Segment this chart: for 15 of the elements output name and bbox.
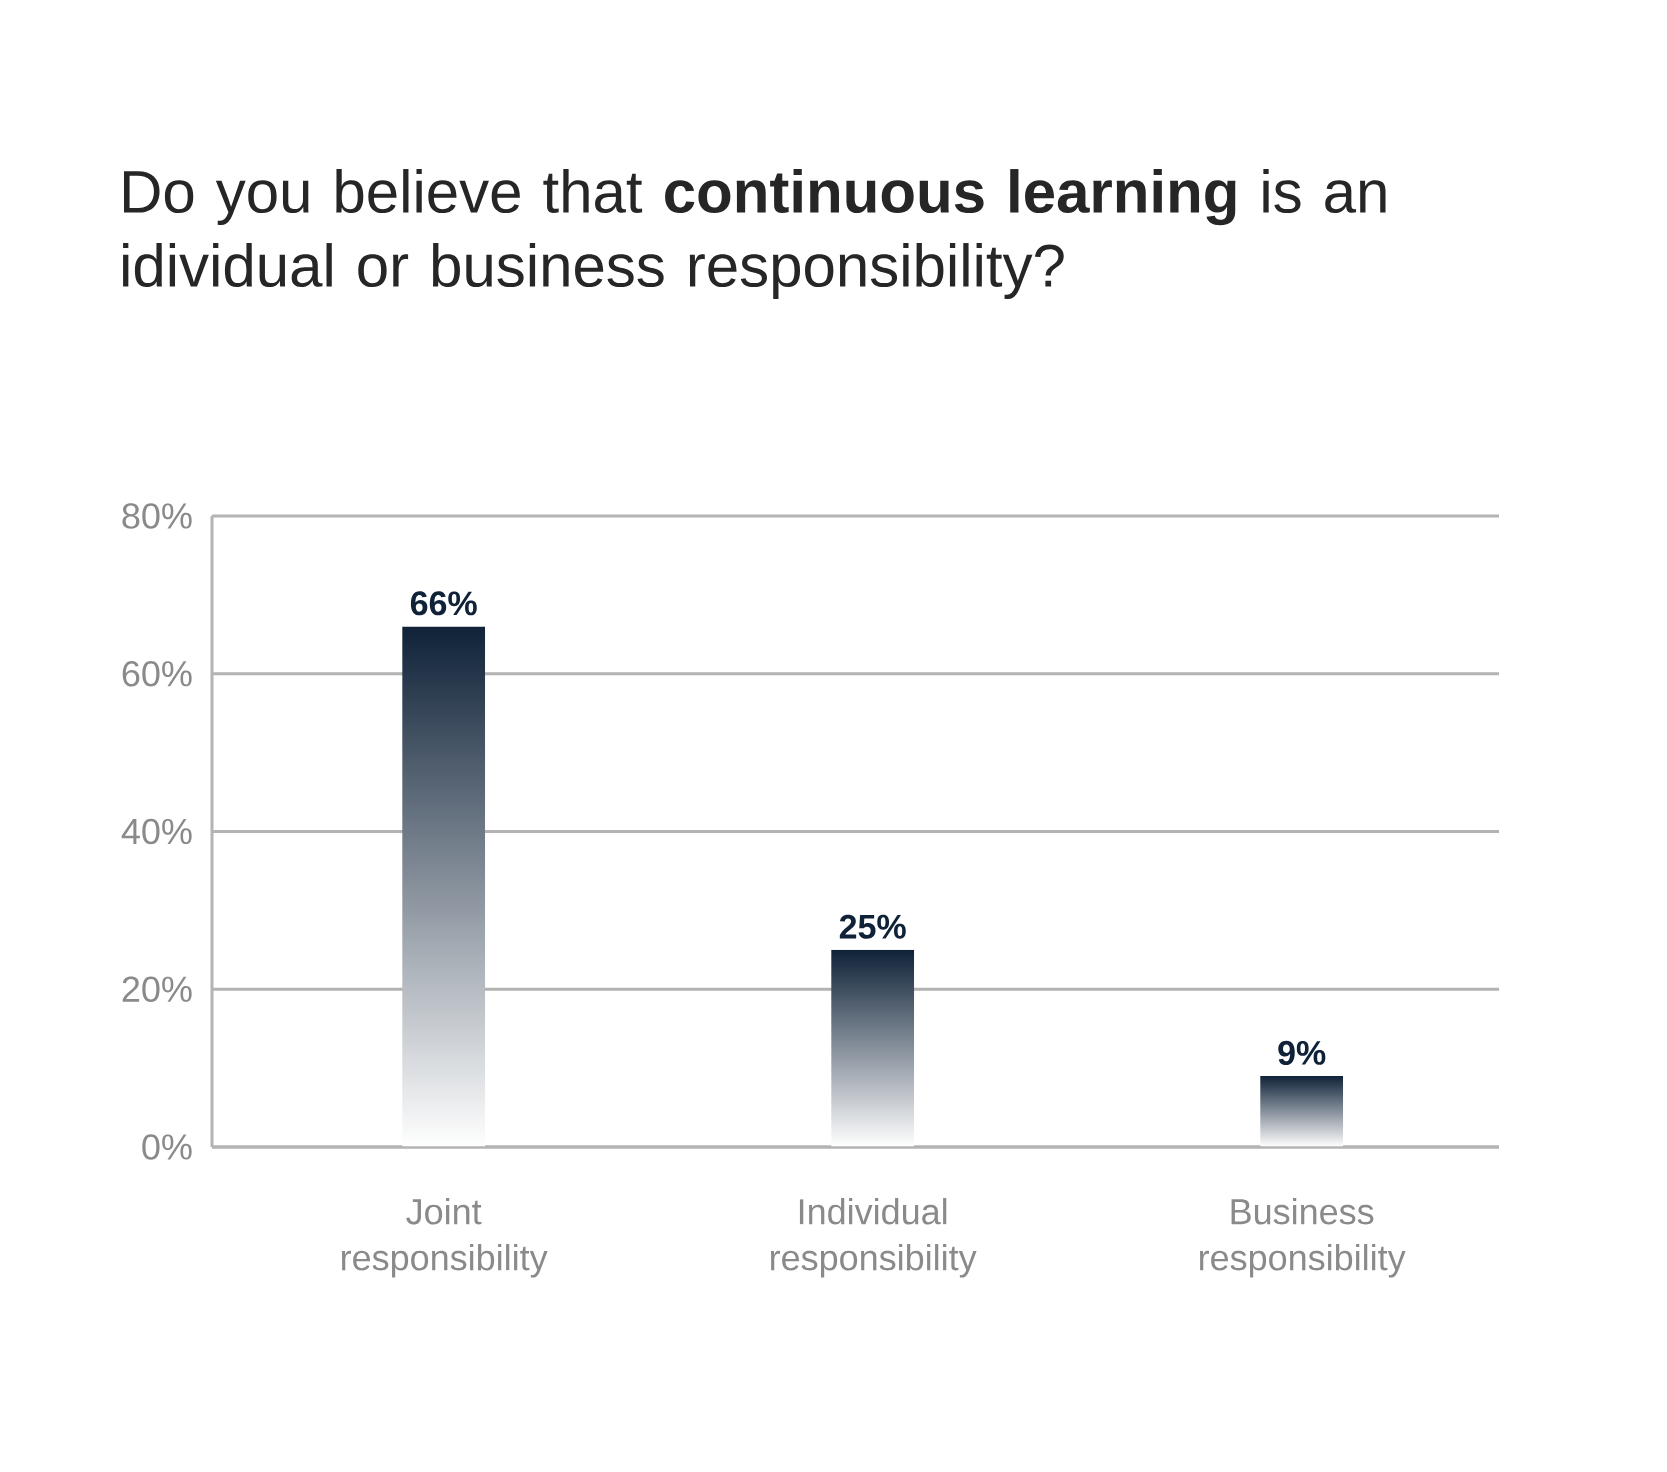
bar (1260, 1076, 1344, 1147)
x-tick-label: Individual responsibility (771, 1198, 977, 1278)
chart-title: Do you believe that continuous learning is an idividual or business responsibility? (123, 169, 1386, 299)
x-tick-label: Business responsibility (1200, 1198, 1406, 1278)
y-tick-label: 0% (142, 1134, 192, 1160)
y-tick-label: 60% (122, 660, 192, 687)
y-tick-label: 80% (122, 503, 192, 529)
data-label: 66% (410, 591, 477, 616)
bar (402, 626, 486, 1147)
data-label: 9% (1278, 1040, 1326, 1065)
data-label: 25% (839, 914, 906, 939)
x-tick-label: Joint responsibility (342, 1198, 548, 1278)
bar (831, 949, 915, 1147)
y-tick-label: 20% (122, 976, 192, 1002)
y-tick-label: 40% (121, 818, 192, 845)
